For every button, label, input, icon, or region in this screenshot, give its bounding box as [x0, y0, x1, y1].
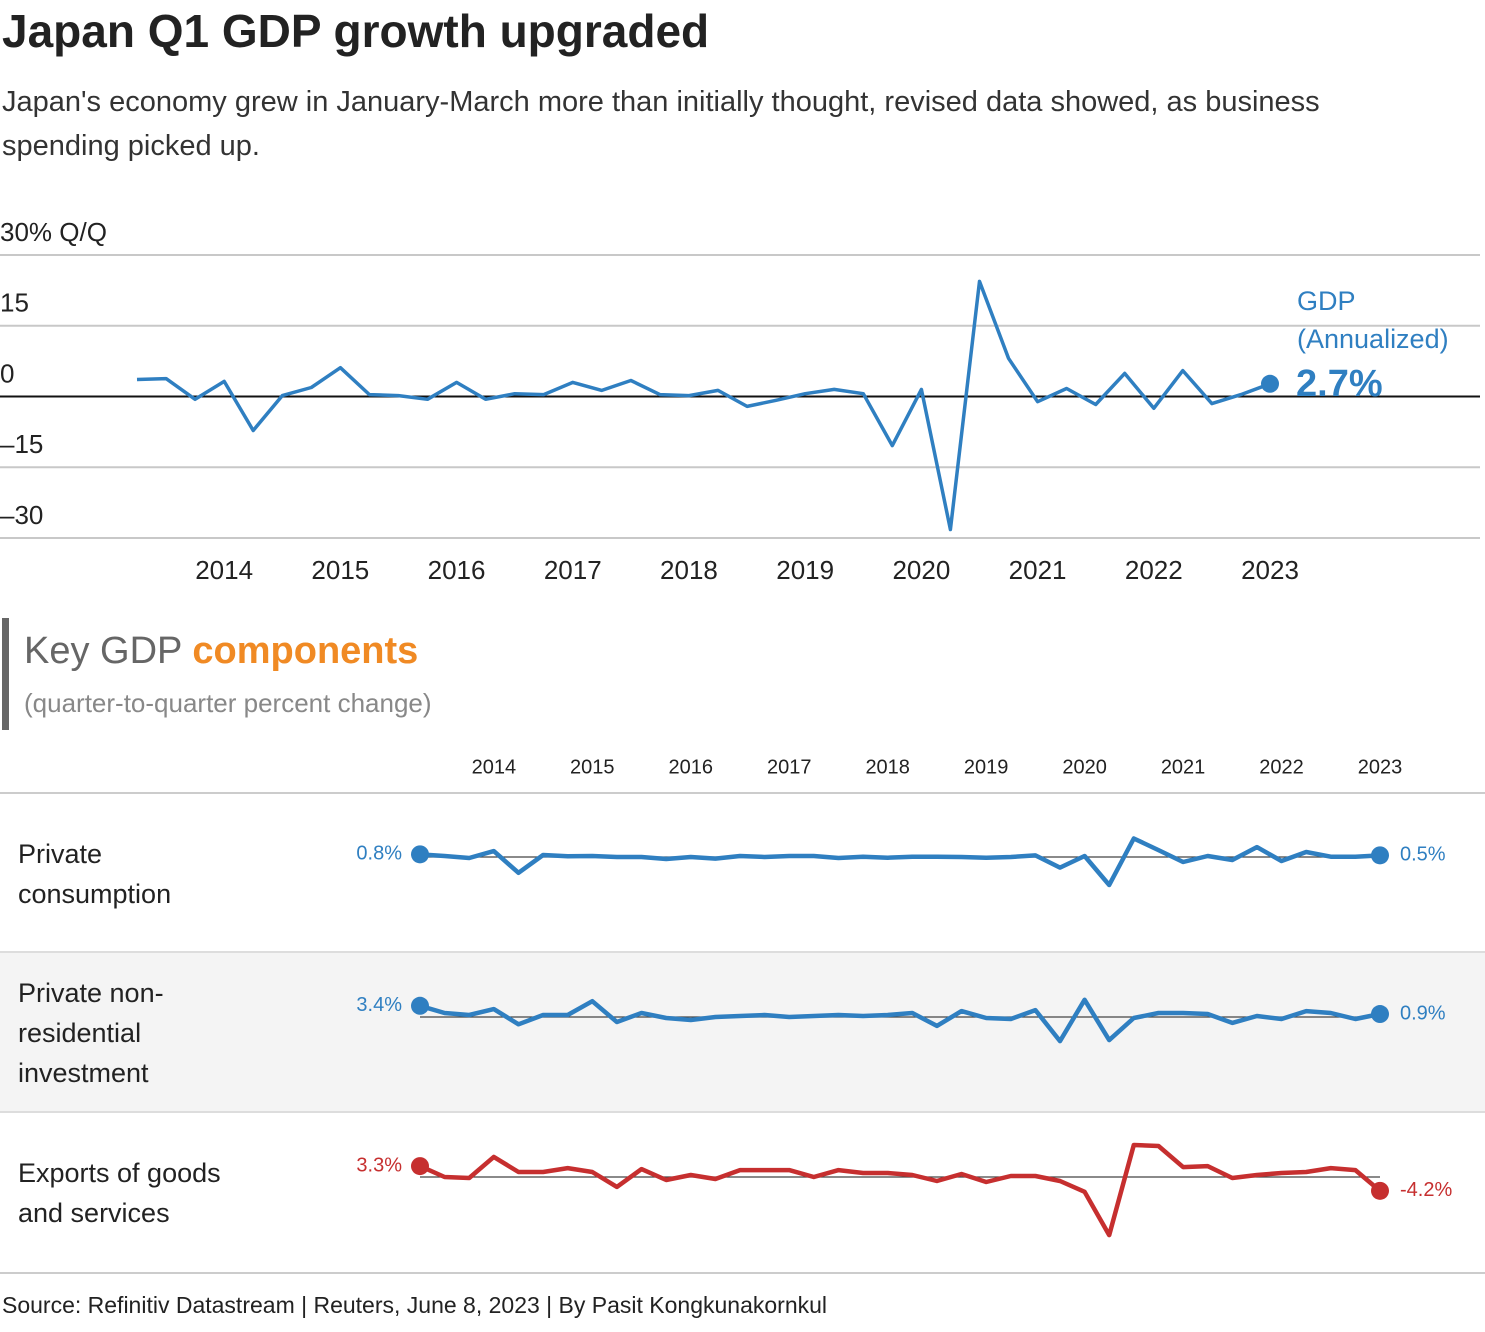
x-tick-label: 2016 — [428, 555, 486, 585]
chart-subtitle: Japan's economy grew in January-March mo… — [2, 86, 1320, 162]
x-tick-label: 2019 — [776, 555, 834, 585]
x-tick-label: 2018 — [865, 756, 910, 778]
section-bar — [2, 618, 9, 730]
value-label: 3.4% — [356, 994, 402, 1016]
x-tick-label: 2022 — [1125, 555, 1183, 585]
series-label: GDP (Annualized) — [1297, 286, 1449, 354]
x-tick-label: 2015 — [570, 756, 615, 778]
value-label: -4.2% — [1400, 1179, 1452, 1201]
x-tick-label: 2016 — [669, 756, 714, 778]
x-tick-label: 2017 — [767, 756, 812, 778]
data-line — [419, 836, 1381, 888]
end-dot — [1261, 374, 1279, 393]
x-tick-label: 2014 — [195, 555, 253, 585]
section-title: Key GDP components — [24, 630, 418, 673]
x-tick-label: 2023 — [1358, 756, 1403, 778]
end-dot — [411, 1157, 429, 1176]
chart-title: Japan Q1 GDP growth upgraded — [2, 5, 710, 57]
end-dot — [411, 845, 429, 864]
y-tick-label: –30 — [0, 500, 43, 530]
row-label: Private non-residential investment — [18, 978, 164, 1088]
x-tick-label: 2021 — [1161, 756, 1206, 778]
source: Source: Refinitiv Datastream | Reuters, … — [2, 1292, 828, 1318]
row-label: Private consumption — [18, 839, 172, 909]
y-tick-label: 30% Q/Q — [0, 217, 107, 247]
x-tick-label: 2021 — [1009, 555, 1067, 585]
data-line — [419, 1142, 1382, 1238]
y-tick-label: 15 — [0, 288, 29, 318]
y-tick-label: –15 — [0, 429, 43, 459]
data-line — [419, 997, 1381, 1044]
x-tick-label: 2017 — [544, 555, 602, 585]
section-subtitle: (quarter-to-quarter percent change) — [24, 688, 432, 718]
x-tick-label: 2019 — [964, 756, 1009, 778]
end-dot — [1371, 846, 1389, 865]
value-label: 0.9% — [1400, 1002, 1446, 1024]
x-tick-label: 2020 — [1062, 756, 1107, 778]
x-tick-label: 2018 — [660, 555, 718, 585]
value-label: 0.5% — [1400, 844, 1446, 866]
row-label: Exports of goods and services — [18, 1158, 221, 1228]
row-background — [0, 952, 1485, 1112]
value-label: 3.3% — [356, 1154, 402, 1176]
value-label: 2.7% — [1296, 363, 1383, 405]
end-dot — [1371, 1005, 1389, 1024]
x-tick-label: 2015 — [311, 555, 369, 585]
x-tick-label: 2022 — [1259, 756, 1304, 778]
x-tick-label: 2014 — [472, 756, 517, 778]
section-title-emphasis: components — [192, 630, 419, 672]
y-tick-label: 0 — [0, 358, 14, 388]
end-dot — [1371, 1181, 1389, 1200]
data-line — [136, 279, 1271, 532]
end-dot — [411, 996, 429, 1015]
section-title-text: Key GDP — [24, 630, 183, 672]
value-label: 0.8% — [356, 843, 402, 865]
x-tick-label: 2023 — [1241, 555, 1299, 585]
x-tick-label: 2020 — [892, 555, 950, 585]
